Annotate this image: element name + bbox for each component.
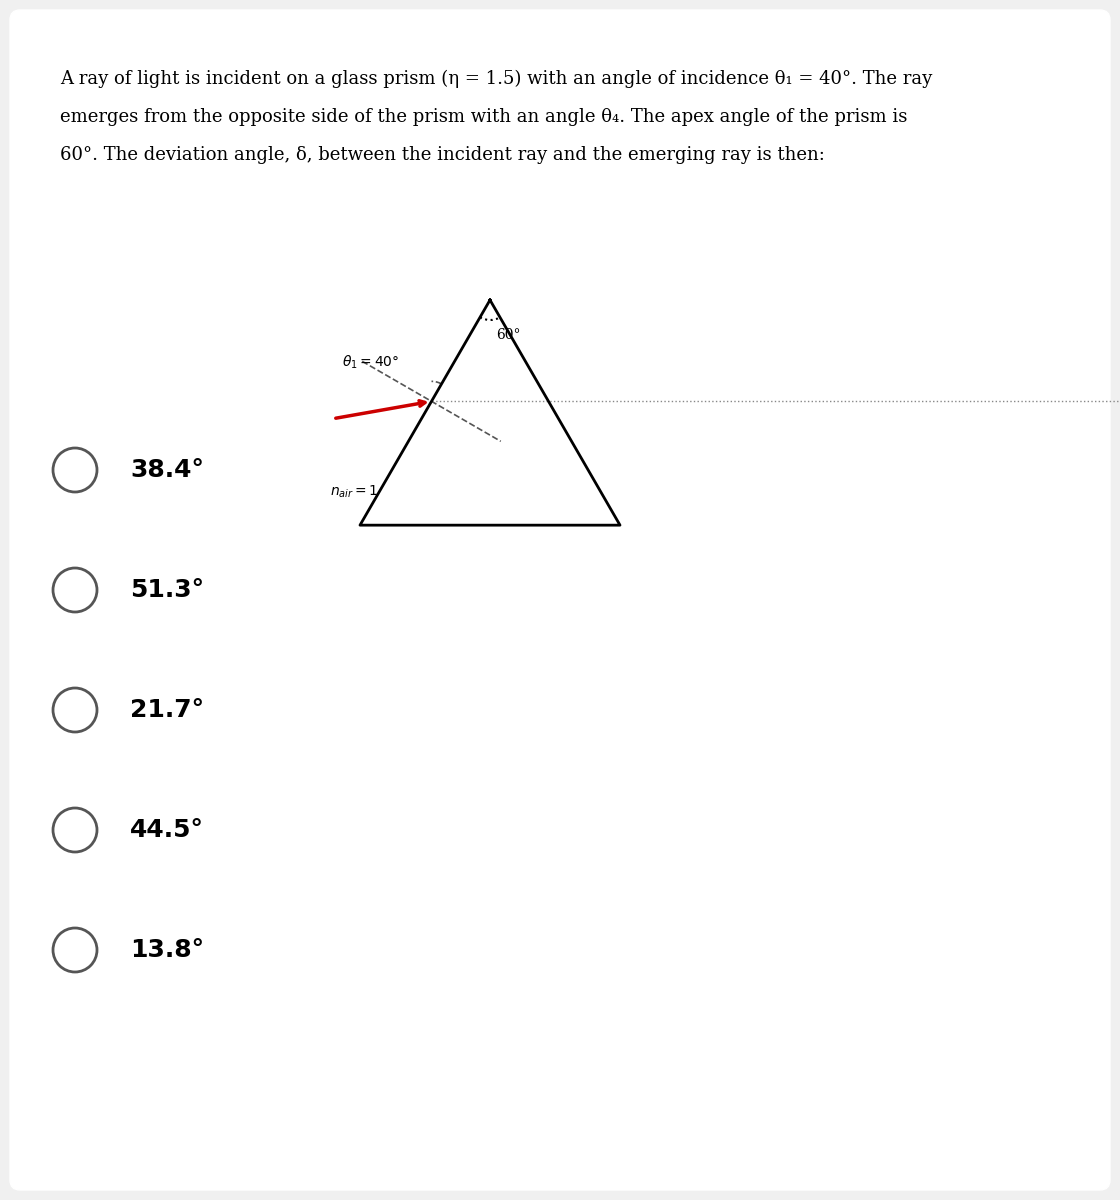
Text: 51.3°: 51.3° xyxy=(130,578,204,602)
Text: $\theta_1 = 40°$: $\theta_1 = 40°$ xyxy=(342,353,399,371)
FancyBboxPatch shape xyxy=(10,10,1110,1190)
Text: emerges from the opposite side of the prism with an angle θ₄. The apex angle of : emerges from the opposite side of the pr… xyxy=(60,108,907,126)
Text: 60°: 60° xyxy=(496,328,521,342)
Text: A ray of light is incident on a glass prism (η = 1.5) with an angle of incidence: A ray of light is incident on a glass pr… xyxy=(60,70,932,89)
Text: 38.4°: 38.4° xyxy=(130,458,204,482)
Text: 44.5°: 44.5° xyxy=(130,818,204,842)
Text: 60°. The deviation angle, δ, between the incident ray and the emerging ray is th: 60°. The deviation angle, δ, between the… xyxy=(60,146,824,164)
Text: 21.7°: 21.7° xyxy=(130,698,204,722)
Text: 13.8°: 13.8° xyxy=(130,938,204,962)
Text: $n_{air} = 1$: $n_{air} = 1$ xyxy=(330,484,379,499)
